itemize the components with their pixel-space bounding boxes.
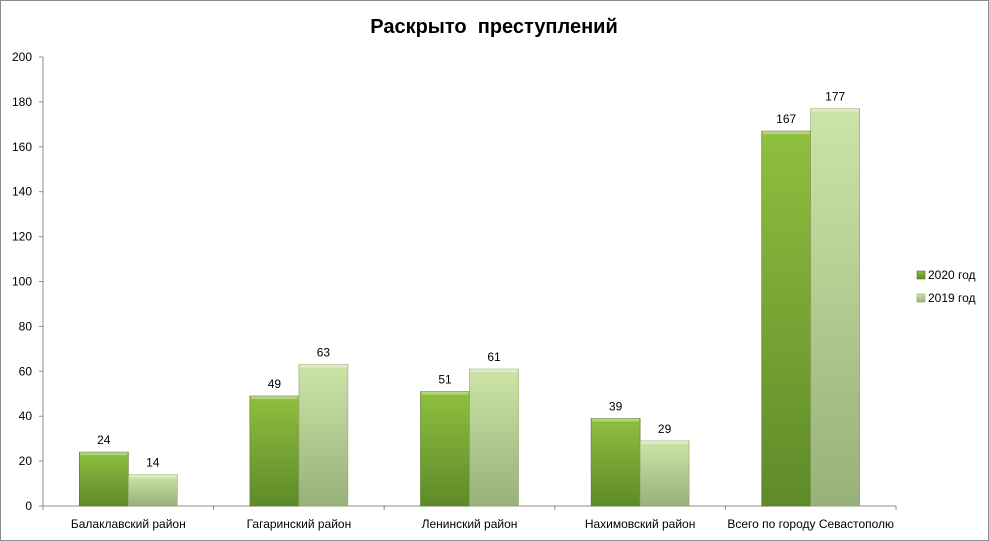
legend: 2020 год 2019 год <box>916 268 976 305</box>
bar-series-a <box>79 451 129 507</box>
bar-highlight <box>811 108 859 112</box>
data-label: 167 <box>776 112 796 126</box>
bars <box>79 108 861 507</box>
bar-highlight <box>641 440 689 444</box>
x-category-label: Гагаринский район <box>247 517 352 531</box>
legend-swatch <box>916 270 926 280</box>
legend-label: 2020 год <box>928 268 976 282</box>
bar-highlight <box>250 395 298 399</box>
x-category-label: Всего по городу Севастополю <box>727 517 894 531</box>
data-label: 63 <box>317 346 331 360</box>
y-tick-label: 120 <box>12 230 32 244</box>
y-tick-label: 160 <box>12 140 32 154</box>
data-label: 177 <box>825 90 845 104</box>
bar-series-b <box>810 108 861 507</box>
bar-highlight <box>592 418 640 422</box>
y-tick-label: 40 <box>19 409 33 423</box>
x-category-label: Балаклавский район <box>71 517 186 531</box>
x-category-label: Ленинский район <box>422 517 518 531</box>
bar-highlight <box>762 131 810 135</box>
data-label: 61 <box>487 350 501 364</box>
y-tick-label: 100 <box>12 275 32 289</box>
bar-series-a <box>249 395 300 507</box>
bar-series-b <box>639 440 690 507</box>
y-tick-label: 20 <box>19 454 33 468</box>
legend-swatch <box>916 293 926 303</box>
legend-label: 2019 год <box>928 291 976 305</box>
data-label: 24 <box>97 433 111 447</box>
bar-highlight <box>470 369 518 373</box>
bar-series-b <box>469 368 519 507</box>
data-label: 14 <box>146 456 160 470</box>
y-tick-label: 0 <box>25 499 32 513</box>
bar-highlight <box>129 474 177 478</box>
data-label: 29 <box>658 422 672 436</box>
x-category-label: Нахимовский район <box>585 517 696 531</box>
bar-series-a <box>590 418 641 507</box>
y-tick-label: 180 <box>12 95 32 109</box>
bar-series-b <box>298 364 349 507</box>
data-label: 39 <box>609 399 623 413</box>
y-tick-label: 200 <box>12 50 32 64</box>
bar-highlight <box>421 391 469 395</box>
y-tick-label: 140 <box>12 185 32 199</box>
bar-series-a <box>761 130 812 507</box>
y-tick-label: 60 <box>19 364 33 378</box>
data-label: 49 <box>268 377 282 391</box>
bar-highlight <box>299 364 347 368</box>
data-labels: 24 14 49 63 51 61 39 29 167 177 <box>97 90 845 470</box>
chart-title: Раскрыто преступлений <box>370 16 618 38</box>
bar-series-b <box>128 474 178 507</box>
axes: 0 20 40 60 80 100 120 140 160 180 200 Балаклавский … <box>12 50 897 531</box>
data-label: 51 <box>438 373 452 387</box>
bar-highlight <box>80 452 128 456</box>
y-tick-label: 80 <box>19 319 33 333</box>
bar-series-a <box>420 391 470 507</box>
